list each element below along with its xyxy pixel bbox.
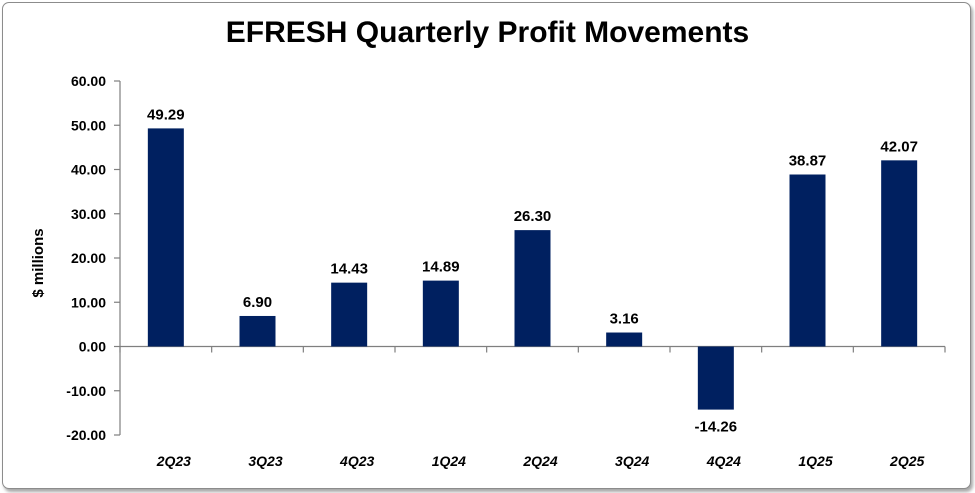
x-tick-label-4Q24: 4Q24: [706, 453, 741, 469]
x-tick-label-4Q23: 4Q23: [339, 453, 374, 469]
data-labels: 49.29 6.90 14.43 14.89 26.30 3.16 -14.26 38.87 4…: [147, 106, 918, 435]
y-tick-label: 40.00: [71, 162, 106, 178]
y-tick-label: -10.00: [66, 383, 106, 399]
data-label-3Q23: 6.90: [243, 294, 272, 311]
x-axis: 2Q23 3Q23 4Q23 1Q24 2Q24 3Q24 4Q24 1Q25 2Q25: [119, 345, 946, 469]
data-label-1Q24: 14.89: [422, 259, 460, 276]
bar-1Q24: [422, 280, 459, 347]
x-tick-label-1Q25: 1Q25: [798, 453, 832, 469]
y-tick-label: 50.00: [71, 117, 106, 133]
bar-1Q25: [789, 174, 826, 347]
y-axis-title: $ millions: [30, 228, 47, 297]
data-label-2Q25: 42.07: [880, 138, 918, 155]
bar-2Q23: [147, 128, 184, 347]
bar-2Q25: [881, 160, 918, 347]
bar-3Q24: [606, 332, 643, 347]
x-tick-label-3Q24: 3Q24: [615, 453, 649, 469]
y-tick-label: 30.00: [71, 206, 106, 222]
y-tick-label: 0.00: [79, 339, 106, 355]
bar-4Q24: [697, 346, 734, 410]
y-tick-label: 10.00: [71, 294, 106, 310]
x-tick-label-3Q23: 3Q23: [248, 453, 282, 469]
x-tick-label-1Q24: 1Q24: [432, 453, 466, 469]
y-tick-label: -20.00: [66, 427, 106, 443]
data-label-4Q24: -14.26: [695, 419, 738, 436]
bar-2Q24: [514, 230, 551, 347]
y-axis: 60.00 50.00 40.00 30.00 20.00 10.00 0.00 -10.00…: [66, 73, 121, 443]
x-tick-label-2Q23: 2Q23: [156, 453, 191, 469]
chart-title: EFRESH Quarterly Profit Movements: [225, 16, 750, 49]
bar-3Q23: [239, 315, 276, 347]
x-tick-label-2Q25: 2Q25: [889, 453, 924, 469]
data-label-2Q23: 49.29: [147, 106, 185, 123]
data-label-2Q24: 26.30: [514, 208, 552, 225]
y-tick-label: 20.00: [71, 250, 106, 266]
x-tick-label-2Q24: 2Q24: [522, 453, 557, 469]
y-tick-label: 60.00: [71, 73, 106, 89]
data-label-4Q23: 14.43: [330, 261, 368, 278]
data-label-1Q25: 38.87: [789, 153, 827, 170]
bar-4Q23: [331, 282, 368, 347]
bars: [147, 128, 918, 410]
data-label-3Q24: 3.16: [610, 311, 639, 328]
